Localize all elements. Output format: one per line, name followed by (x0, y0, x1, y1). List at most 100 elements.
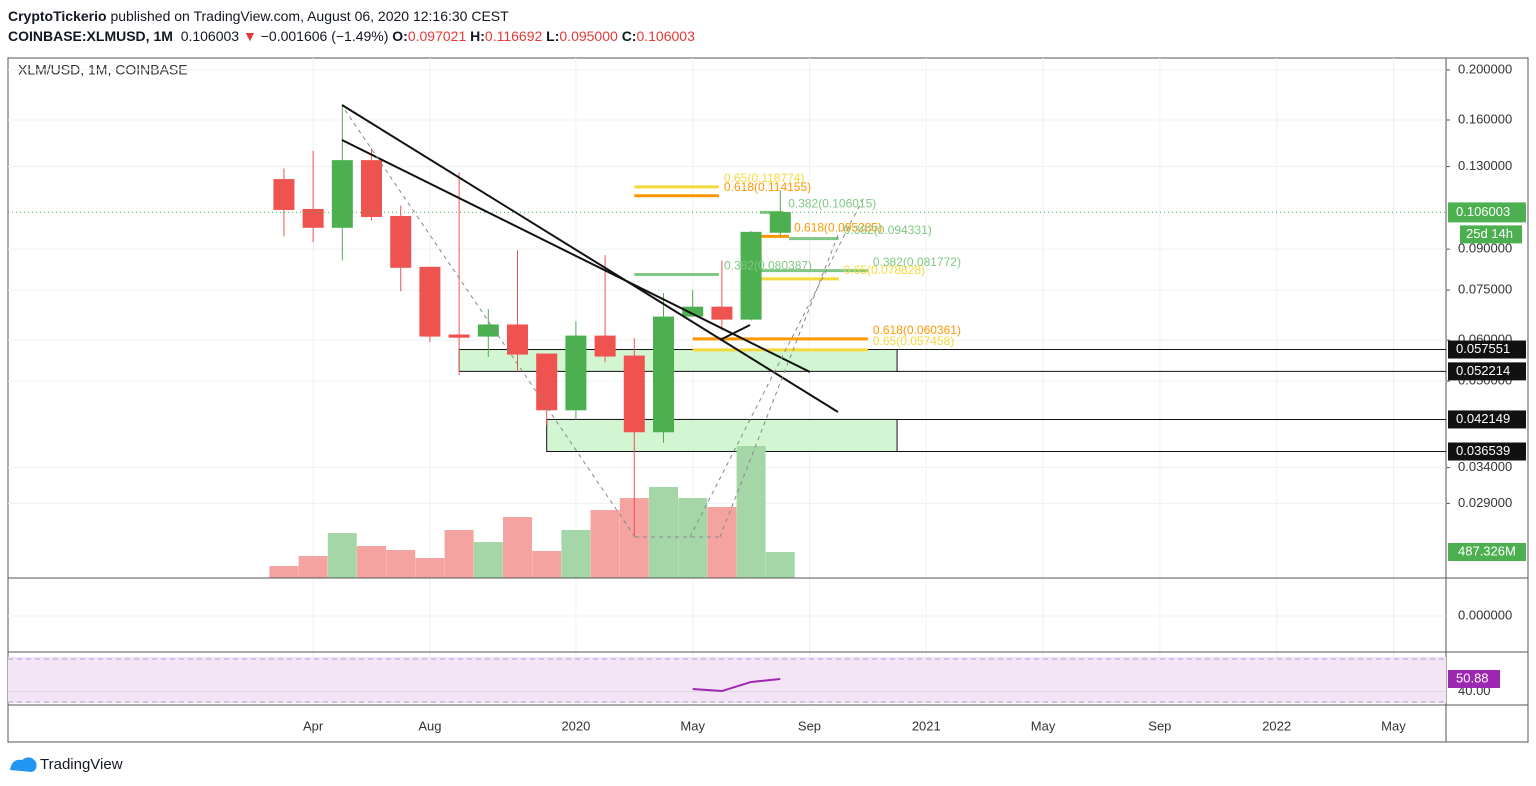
volume-bar (357, 545, 387, 578)
volume-bar (444, 529, 474, 578)
volume-bar (503, 517, 533, 578)
fib-label: 0.65(0.118774) (724, 171, 805, 185)
candle-body (419, 266, 441, 337)
projection (719, 229, 841, 538)
ohlc-key: H: (470, 28, 485, 44)
x-tick-label: 2022 (1262, 718, 1291, 733)
y-tick-label: 0.200000 (1458, 61, 1512, 76)
candle-body (302, 208, 324, 228)
candle-body (273, 179, 295, 210)
y-tick-label: 0.000000 (1458, 607, 1512, 622)
quote-line: COINBASE:XLMUSD, 1M 0.106003 ▼ −0.001606… (8, 26, 695, 46)
x-tick-label: Sep (798, 718, 821, 733)
projection (689, 194, 866, 538)
candle-body (769, 211, 791, 233)
price-label: 0.057551 (1456, 341, 1510, 356)
x-tick-label: May (1031, 718, 1056, 733)
ohlc-value: 0.106003 (636, 28, 695, 44)
x-tick-label: May (680, 718, 705, 733)
rsi-label-box (1448, 669, 1500, 688)
volume-bar (561, 529, 591, 578)
grid (8, 58, 1446, 705)
logo-icon (10, 757, 37, 772)
price-label-box (1448, 362, 1526, 381)
x-tick-label: Apr (303, 718, 324, 733)
drawings (341, 104, 866, 538)
x-tick-label: 2020 (561, 718, 590, 733)
rsi-background (8, 657, 1446, 703)
ohlc-key: L: (546, 28, 560, 44)
ohlc-key: O: (392, 28, 408, 44)
marks (8, 105, 1446, 693)
y-tick-label: 0.130000 (1458, 158, 1512, 173)
ohlc-key: C: (621, 28, 637, 44)
published: published on TradingView.com, August 06,… (110, 8, 509, 24)
volume-bar (473, 541, 503, 578)
chart-frame (7, 57, 1529, 743)
candle-body (565, 335, 587, 411)
x-tick-label: Aug (418, 718, 441, 733)
volume-bar (678, 498, 708, 578)
candle-body (594, 335, 616, 357)
volume-label: 487.326M (1458, 543, 1516, 558)
volume-bar (707, 506, 737, 578)
candle-body (507, 324, 529, 355)
author: CryptoTickerio (8, 8, 107, 24)
header: CryptoTickerio published on TradingView.… (8, 6, 695, 46)
fib-label: 0.65(0.057458) (873, 334, 954, 348)
current-price-label: 0.106003 (1456, 204, 1510, 219)
volume-bar (415, 557, 445, 578)
trendline (719, 324, 751, 341)
fib-label: 0.618(0.060361) (873, 323, 961, 337)
price-label-box (1448, 410, 1526, 429)
price-label: 0.042149 (1456, 411, 1510, 426)
y-tick-label: 0.029000 (1458, 495, 1512, 510)
volume-bar (386, 549, 416, 578)
candle-body (361, 160, 383, 217)
volume-bar (765, 551, 795, 578)
y-tick-label: 0.090000 (1458, 241, 1512, 256)
x-tick-label: Sep (1148, 718, 1171, 733)
volume-bar (736, 446, 766, 578)
candle-body (536, 353, 558, 411)
volume-bar (327, 533, 357, 578)
countdown: 25d 14h (1466, 226, 1513, 241)
price-label: 0.036539 (1456, 443, 1510, 458)
trendline (341, 104, 839, 413)
publish-line: CryptoTickerio published on TradingView.… (8, 6, 695, 26)
volume-bar (590, 510, 620, 578)
volume-bar (648, 487, 678, 578)
volume-bar (532, 551, 562, 578)
x-tick-label: May (1381, 718, 1406, 733)
ohlc-value: 0.095000 (559, 28, 618, 44)
fib-label: 0.382(0.106015) (788, 197, 876, 211)
candle-body (623, 355, 645, 433)
volume-bar (269, 565, 299, 578)
x-tick-label: 2021 (912, 718, 941, 733)
change: −0.001606 (−1.49%) (260, 28, 389, 44)
y-tick-label: 0.075000 (1458, 282, 1512, 297)
candle-body (448, 334, 470, 338)
y-tick-label: 0.160000 (1458, 111, 1512, 126)
ohlc-value: 0.097021 (407, 28, 467, 44)
brand: TradingView (40, 756, 123, 773)
ohlc: O:0.097021 H:0.116692 L:0.095000 C:0.106… (392, 28, 695, 44)
rsi-label: 50.88 (1456, 670, 1489, 685)
down-arrow: ▼ (242, 28, 257, 44)
rsi-line (692, 677, 781, 693)
countdown-box (1460, 225, 1522, 244)
volume-bar (298, 556, 328, 578)
candle-body (682, 306, 704, 317)
fib-label: 0.382(0.094331) (844, 223, 932, 237)
logo: TradingView (10, 756, 123, 773)
price-label: 0.052214 (1456, 363, 1510, 378)
volume-label-box (1448, 542, 1526, 561)
projection (344, 109, 636, 538)
fib-label: 0.618(0.095285) (794, 221, 882, 235)
fib-label: 0.65(0.078828) (844, 263, 925, 277)
fib-label: 0.382(0.081772) (873, 255, 961, 269)
candle-body (652, 316, 674, 433)
ohlc-value: 0.116692 (484, 28, 543, 44)
